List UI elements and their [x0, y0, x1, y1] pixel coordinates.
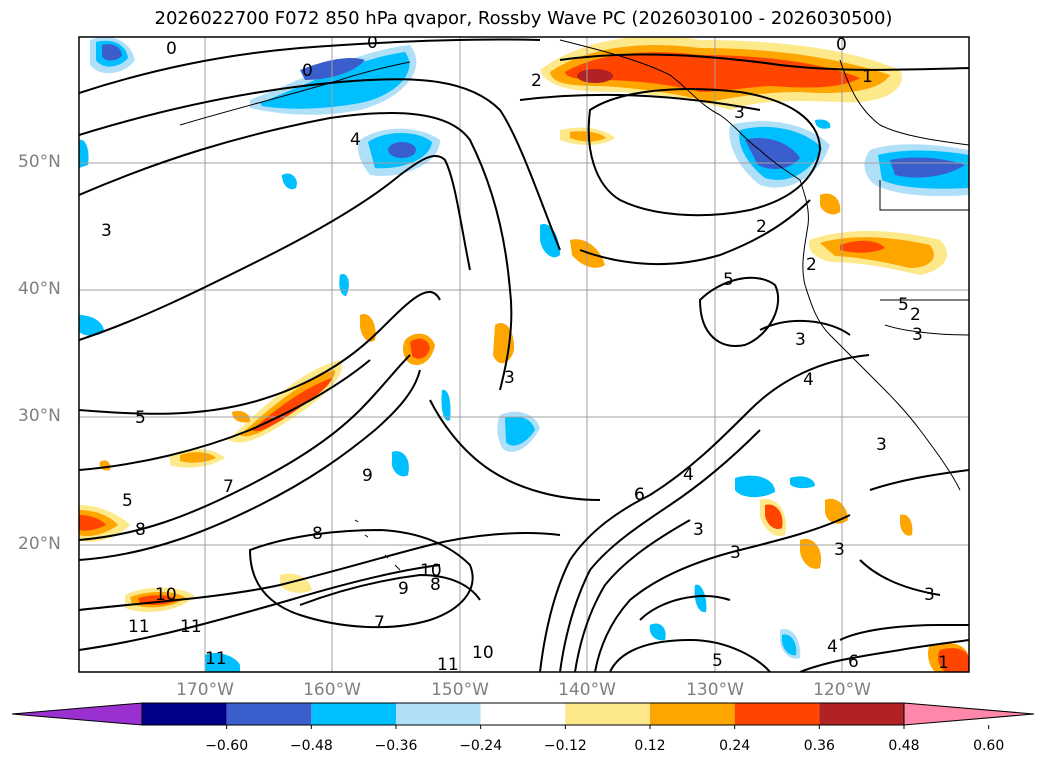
contour-label: 3 — [504, 368, 515, 388]
contour-label: 1 — [862, 67, 873, 87]
contour-label: 5 — [122, 491, 133, 511]
colorbar-tick-label: −0.24 — [459, 738, 503, 754]
contour-label: 3 — [912, 325, 923, 345]
contour-label: 3 — [924, 585, 935, 605]
map-frame — [78, 36, 970, 673]
contour-label: 2 — [756, 217, 767, 237]
contour-label: 11 — [437, 655, 459, 675]
contour-label: 4 — [683, 465, 694, 485]
lat-label-30n: 30°N — [18, 406, 61, 426]
contour-label: 10 — [472, 643, 494, 663]
contour-label: 4 — [803, 370, 814, 390]
contour-label: 6 — [848, 652, 859, 672]
contour-label: 0 — [836, 35, 847, 55]
colorbar-tick-label: −0.60 — [205, 738, 249, 754]
lon-label-140w: 140°W — [558, 680, 616, 700]
colorbar-extend-high — [903, 702, 1035, 726]
contour-label: 3 — [730, 543, 741, 563]
contour-label: 11 — [205, 649, 227, 669]
contour-label: 3 — [101, 221, 112, 241]
contour-label: 7 — [223, 477, 234, 497]
colorbar-tick-label: 0.36 — [803, 738, 835, 754]
lon-label-120w: 120°W — [813, 680, 871, 700]
contour-label: 10 — [420, 561, 442, 581]
contour-label: 9 — [398, 579, 409, 599]
contour-label: 9 — [362, 466, 373, 486]
colorbar-segment — [819, 703, 904, 725]
colorbar-segment — [226, 703, 312, 725]
contour-label: 8 — [135, 520, 146, 540]
colorbar-tick-label: −0.48 — [289, 738, 333, 754]
contour-label: 5 — [723, 270, 734, 290]
contour-label: 11 — [128, 617, 150, 637]
colorbar-tick-label: 0.48 — [888, 738, 920, 754]
contour-lines — [79, 38, 969, 672]
graticule — [79, 37, 969, 672]
contour-label: 0 — [166, 39, 177, 59]
colorbar-tick-label: 0.12 — [634, 738, 666, 754]
colorbar-tick-label: −0.12 — [543, 738, 587, 754]
contour-label: 5 — [712, 651, 723, 671]
colorbar-tick-label: −0.36 — [374, 738, 418, 754]
contour-label: 4 — [350, 130, 361, 150]
lat-label-40n: 40°N — [18, 279, 61, 299]
lon-label-150w: 150°W — [431, 680, 489, 700]
contour-label: 3 — [693, 520, 704, 540]
contour-label: 6 — [634, 485, 645, 505]
contour-label: 7 — [374, 613, 385, 633]
contour-label: 8 — [312, 524, 323, 544]
contour-label: 10 — [155, 585, 177, 605]
colorbar-segment — [142, 703, 227, 725]
contour-label: 3 — [734, 103, 745, 123]
cold-anomaly-shading — [79, 37, 969, 672]
lat-label-50n: 50°N — [18, 152, 61, 172]
contour-label: 3 — [834, 540, 845, 560]
contour-label: 2 — [806, 255, 817, 275]
lon-label-170w: 170°W — [176, 680, 234, 700]
map-title: 2026022700 F072 850 hPa qvapor, Rossby W… — [154, 8, 893, 29]
contour-label: 4 — [827, 637, 838, 657]
colorbar-tick-label: 0.60 — [973, 738, 1005, 754]
colorbar-tick-label: 0.24 — [719, 738, 751, 754]
contour-label: 2 — [910, 305, 921, 325]
contour-label: 0 — [302, 61, 313, 81]
contour-label: 5 — [135, 408, 146, 428]
contour-label-group: 0 0 0 0 1 2 2 3 3 4 5 2 5 3 4 3 3 5 9 7 … — [101, 33, 949, 675]
contour-label: 5 — [898, 295, 909, 315]
colorbar-segment — [734, 703, 820, 725]
contour-label: 11 — [180, 617, 202, 637]
contour-label: 3 — [876, 435, 887, 455]
lat-label-20n: 20°N — [18, 534, 61, 554]
contour-label: 1 — [938, 653, 949, 673]
colorbar-segment — [311, 703, 396, 725]
colorbar-segment — [650, 703, 735, 725]
contour-label: 0 — [367, 33, 378, 53]
contour-label: 8 — [430, 575, 441, 595]
colorbar-segment — [565, 703, 650, 725]
contour-label: 3 — [795, 330, 806, 350]
colorbar-extend-low — [11, 702, 143, 726]
lon-label-160w: 160°W — [303, 680, 361, 700]
colorbar-segment — [396, 703, 481, 725]
colorbar-segment — [480, 703, 566, 725]
contour-label: 6 — [634, 485, 645, 505]
contour-label: 2 — [531, 71, 542, 91]
colorbar-outline — [141, 702, 905, 726]
lon-label-130w: 130°W — [686, 680, 744, 700]
